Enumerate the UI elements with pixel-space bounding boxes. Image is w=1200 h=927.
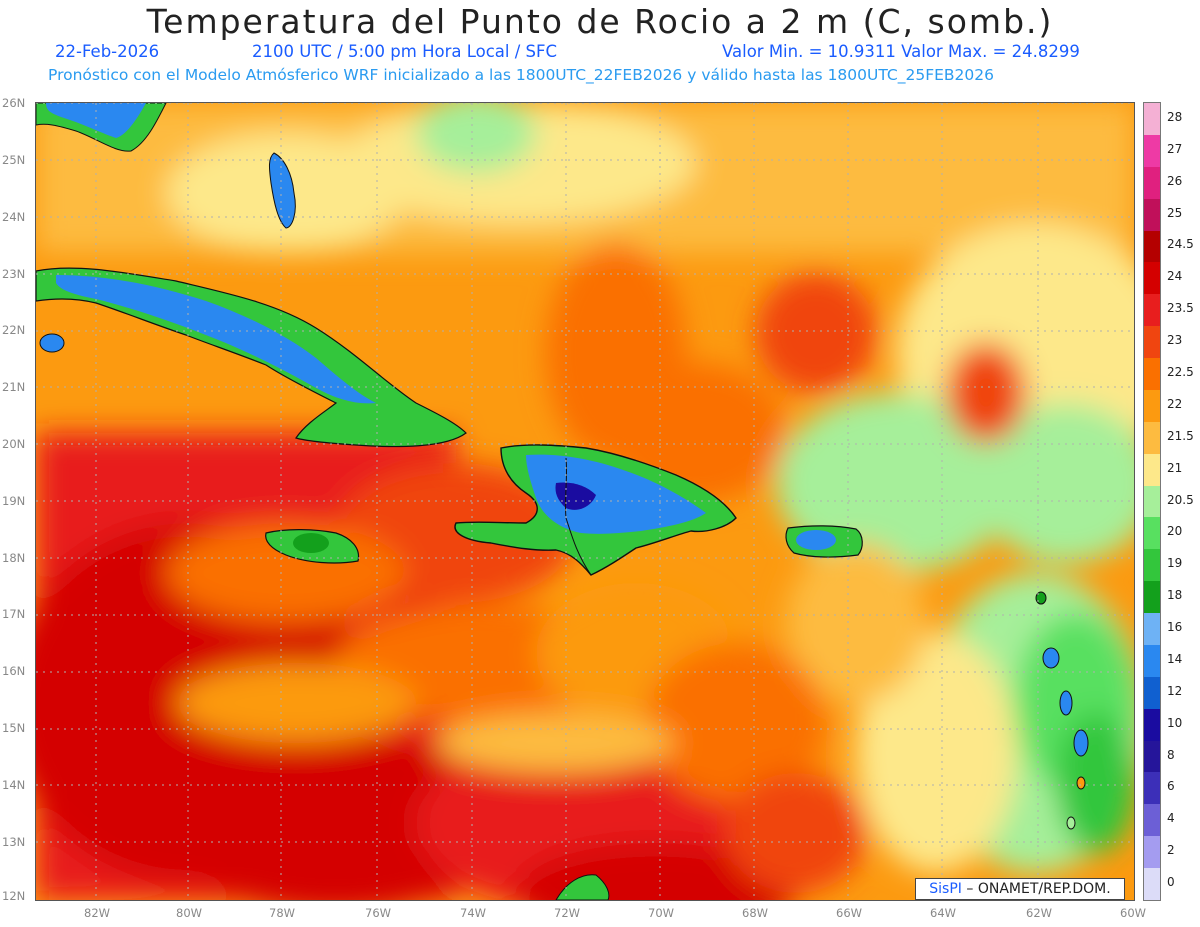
legend-label: 24 xyxy=(1167,269,1183,284)
lon-label: 60W xyxy=(1120,906,1147,920)
legend-swatch xyxy=(1144,708,1160,742)
legend-swatch xyxy=(1144,103,1160,136)
color-legend xyxy=(1143,102,1161,901)
legend-swatch xyxy=(1144,326,1160,359)
lat-label: 17N xyxy=(2,607,26,621)
legend-swatch xyxy=(1144,517,1160,550)
legend-label: 22 xyxy=(1167,396,1183,411)
valid-date: 22-Feb-2026 xyxy=(55,42,160,61)
legend-label: 28 xyxy=(1167,109,1183,124)
lat-label: 12N xyxy=(2,889,26,903)
lat-label: 25N xyxy=(2,153,26,167)
legend-label: 25 xyxy=(1167,205,1183,220)
legend-label: 2 xyxy=(1167,843,1175,858)
legend-swatch xyxy=(1144,485,1160,518)
legend-swatch xyxy=(1144,549,1160,582)
lon-label: 64W xyxy=(930,906,957,920)
legend-label: 4 xyxy=(1167,811,1175,826)
legend-swatch xyxy=(1144,581,1160,614)
legend-swatch xyxy=(1144,804,1160,837)
legend-swatch xyxy=(1144,740,1160,773)
lat-label: 22N xyxy=(2,323,26,337)
sispi-logo: SisPI xyxy=(929,881,962,897)
lat-label: 14N xyxy=(2,778,26,792)
lon-label: 70W xyxy=(648,906,675,920)
legend-swatch xyxy=(1144,453,1160,487)
legend-swatch xyxy=(1144,389,1160,423)
legend-label: 20 xyxy=(1167,524,1183,539)
legend-label: 21 xyxy=(1167,460,1183,475)
credit-text: ONAMET/REP.DOM. xyxy=(977,881,1111,897)
lon-label: 74W xyxy=(460,906,487,920)
map-title: Temperatura del Punto de Rocio a 2 m (C,… xyxy=(146,2,1054,41)
legend-swatch xyxy=(1144,134,1160,168)
lon-label: 68W xyxy=(742,906,769,920)
lat-label: 13N xyxy=(2,835,26,849)
lat-label: 23N xyxy=(2,267,26,281)
lon-label: 82W xyxy=(84,906,111,920)
legend-label: 21.5 xyxy=(1167,428,1194,443)
lon-label: 76W xyxy=(365,906,392,920)
legend-label: 0 xyxy=(1167,875,1175,890)
lon-label: 78W xyxy=(269,906,296,920)
lat-label: 19N xyxy=(2,494,26,508)
legend-label: 19 xyxy=(1167,556,1183,571)
min-max-values: Valor Min. = 10.9311 Valor Max. = 24.829… xyxy=(722,42,1080,61)
legend-swatch xyxy=(1144,868,1160,901)
legend-label: 14 xyxy=(1167,651,1183,666)
lat-label: 15N xyxy=(2,721,26,735)
legend-label: 24.5 xyxy=(1167,237,1194,252)
legend-swatch xyxy=(1144,198,1160,231)
lat-label: 20N xyxy=(2,437,26,451)
lat-label: 26N xyxy=(2,96,26,110)
lat-label: 21N xyxy=(2,380,26,394)
credit-box: SisPI – ONAMET/REP.DOM. xyxy=(915,878,1125,900)
legend-swatch xyxy=(1144,613,1160,646)
legend-swatch xyxy=(1144,676,1160,710)
legend-swatch xyxy=(1144,644,1160,678)
legend-label: 22.5 xyxy=(1167,364,1194,379)
lat-label: 16N xyxy=(2,664,26,678)
legend-label: 23 xyxy=(1167,333,1183,348)
legend-swatch xyxy=(1144,772,1160,805)
legend-label: 12 xyxy=(1167,683,1183,698)
dewpoint-field xyxy=(36,103,1134,900)
legend-swatch xyxy=(1144,421,1160,455)
dewpoint-map xyxy=(35,102,1135,901)
legend-label: 27 xyxy=(1167,141,1183,156)
legend-swatch xyxy=(1144,230,1160,263)
valid-time: 2100 UTC / 5:00 pm Hora Local / SFC xyxy=(252,42,558,61)
legend-swatch xyxy=(1144,358,1160,391)
legend-label: 8 xyxy=(1167,747,1175,762)
legend-label: 26 xyxy=(1167,173,1183,188)
legend-swatch xyxy=(1144,166,1160,200)
lon-label: 80W xyxy=(176,906,203,920)
legend-label: 18 xyxy=(1167,588,1183,603)
legend-swatch xyxy=(1144,836,1160,869)
lon-label: 66W xyxy=(836,906,863,920)
legend-label: 20.5 xyxy=(1167,492,1194,507)
legend-label: 6 xyxy=(1167,779,1175,794)
legend-label: 16 xyxy=(1167,620,1183,635)
legend-label: 23.5 xyxy=(1167,301,1194,316)
model-info: Pronóstico con el Modelo Atmósferico WRF… xyxy=(48,66,994,84)
legend-label: 10 xyxy=(1167,715,1183,730)
lon-label: 72W xyxy=(554,906,581,920)
lat-label: 18N xyxy=(2,551,26,565)
legend-swatch xyxy=(1144,294,1160,327)
lat-label: 24N xyxy=(2,210,26,224)
legend-swatch xyxy=(1144,262,1160,295)
lon-label: 62W xyxy=(1026,906,1053,920)
